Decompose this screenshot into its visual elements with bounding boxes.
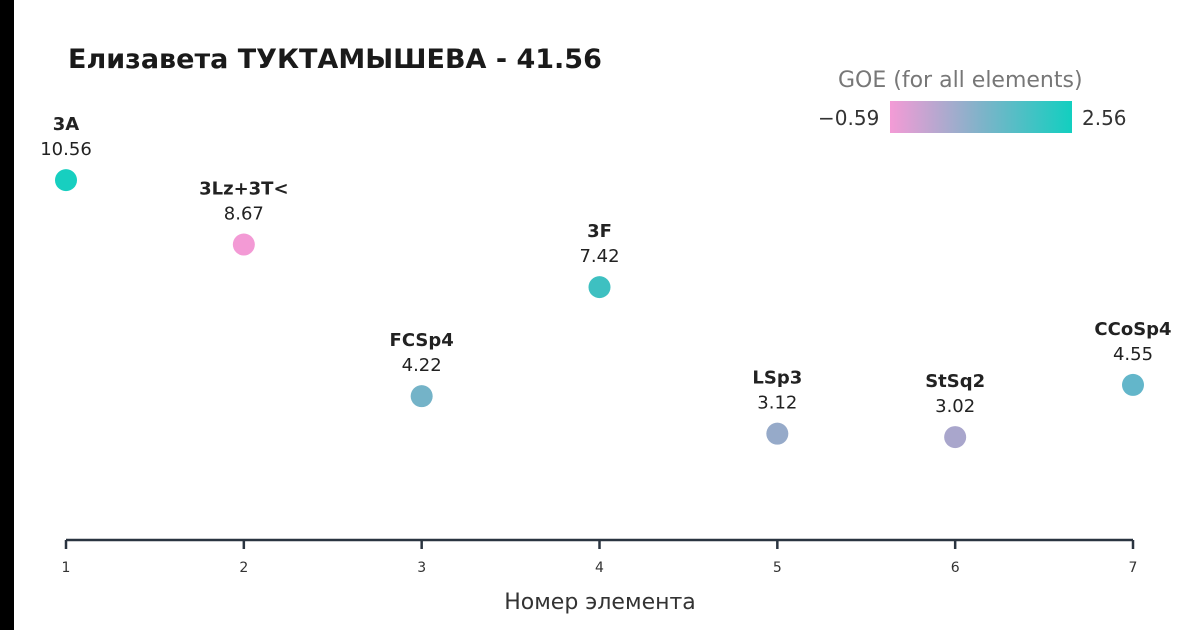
value-label: 3.02 [935, 396, 975, 417]
element-label: CCoSp4 [1094, 319, 1171, 340]
x-tick-label: 4 [595, 560, 604, 576]
element-label: FCSp4 [390, 330, 454, 351]
colorbar-title: GOE (for all elements) [838, 68, 1083, 93]
colorbar-max-label: 2.56 [1082, 106, 1127, 130]
x-tick-label: 1 [62, 560, 71, 576]
value-label: 7.42 [579, 246, 619, 267]
x-tick-label: 6 [951, 560, 960, 576]
value-label: 4.22 [402, 355, 442, 376]
data-point [1122, 373, 1144, 396]
x-tick-label: 5 [773, 560, 782, 576]
data-point [232, 233, 255, 256]
element-label: StSq2 [925, 371, 985, 392]
data-point [55, 169, 77, 192]
x-tick-label: 7 [1129, 560, 1138, 576]
value-label: 3.12 [757, 393, 797, 414]
element-label: LSp3 [752, 368, 802, 389]
value-label: 8.67 [224, 204, 264, 225]
x-axis-label: Номер элемента [504, 590, 696, 615]
left-border [0, 0, 14, 630]
x-tick-label: 2 [239, 560, 248, 576]
element-label: 3Lz+3T< [199, 179, 288, 200]
colorbar-gradient [890, 101, 1072, 133]
data-point [766, 422, 789, 445]
element-label: 3A [53, 114, 80, 135]
data-point [410, 385, 433, 408]
data-point [588, 276, 611, 299]
chart-title: Елизавета ТУКТАМЫШЕВА - 41.56 [68, 44, 602, 75]
data-point [944, 426, 967, 449]
colorbar-min-label: −0.59 [818, 106, 880, 130]
value-label: 4.55 [1113, 344, 1153, 365]
x-tick-label: 3 [417, 560, 426, 576]
value-label: 10.56 [40, 139, 92, 160]
element-label: 3F [587, 221, 612, 242]
